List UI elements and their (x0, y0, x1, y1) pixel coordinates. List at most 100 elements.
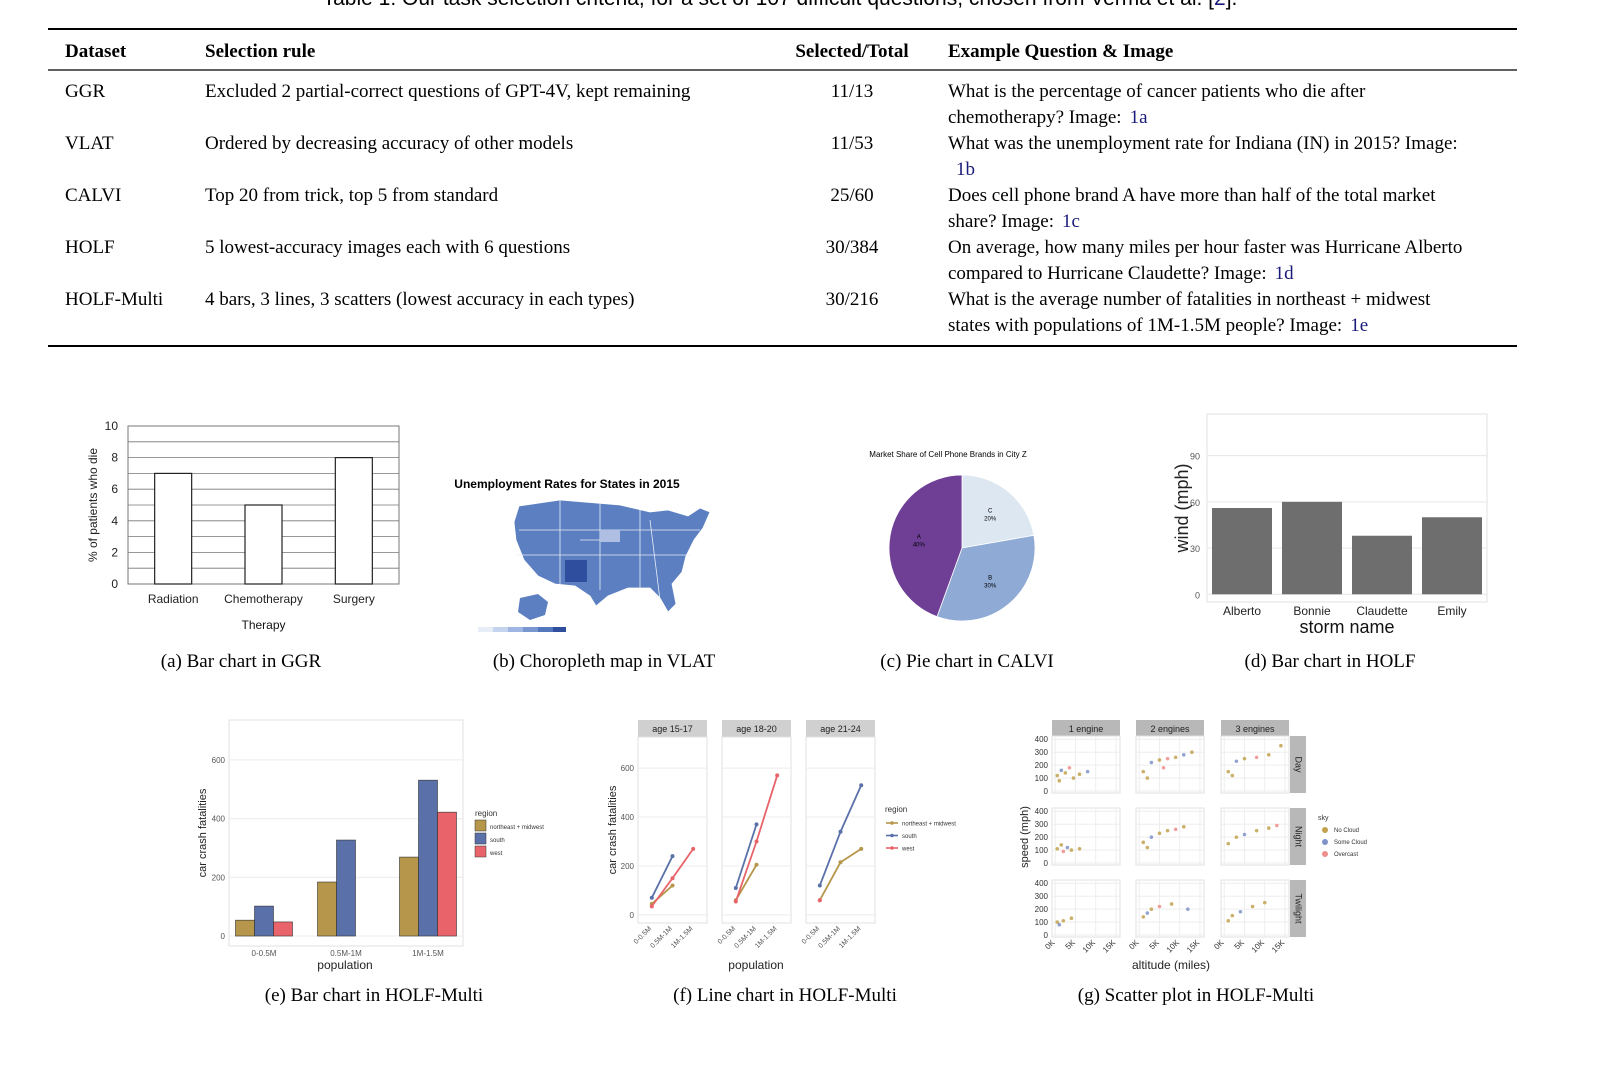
y-tick-label: 8 (111, 451, 118, 465)
x-axis-label: population (317, 958, 372, 972)
scatter-point (1230, 913, 1235, 918)
plot-panel (1051, 807, 1121, 866)
facet-strip (1290, 808, 1306, 865)
y-tick-label: 400 (212, 815, 226, 824)
legend-swatch (474, 845, 487, 858)
x-tick-label: 15K (1185, 938, 1202, 955)
y-axis-label: wind (mph) (1172, 463, 1192, 553)
y-tick-label: 100 (1035, 774, 1049, 783)
scatter-point (1254, 755, 1259, 760)
question-line: What is the average number of fatalities… (948, 289, 1431, 310)
legend-label: Some Cloud (1334, 840, 1367, 846)
legend-dot (890, 846, 894, 850)
x-axis-label: population (728, 958, 783, 972)
x-tick-label: Alberto (1223, 604, 1261, 618)
x-axis-label: altitude (miles) (1132, 958, 1210, 972)
question-line: Does cell phone brand A have more than h… (948, 185, 1436, 206)
y-tick-label: 200 (1035, 761, 1049, 770)
map-title: Unemployment Rates for States in 2015 (454, 477, 680, 491)
image-ref[interactable]: 1b (956, 159, 975, 180)
legend-swatch (474, 819, 487, 832)
x-tick-label: 0K (1127, 938, 1141, 952)
y-tick-label: 90 (1190, 452, 1200, 462)
figure-caption: (e) Bar chart in HOLF-Multi (265, 985, 483, 1006)
question-line-text: share? Image: (948, 211, 1054, 232)
y-tick-label: 600 (212, 756, 226, 765)
x-tick-label: 15K (1270, 938, 1287, 955)
scatter-point (1190, 750, 1194, 754)
map-legend (478, 627, 566, 632)
caption-end: ]. (1226, 0, 1238, 10)
scatter-point (1055, 920, 1060, 924)
scatter-point (1250, 904, 1255, 909)
image-ref[interactable]: 1d (1275, 263, 1295, 284)
plot-panel (1220, 879, 1290, 938)
facet-strip (1136, 720, 1204, 736)
x-tick-label: 0-0.5M (252, 949, 277, 958)
scatter-point (1238, 909, 1243, 914)
line-point (838, 829, 843, 834)
x-tick-label: Bonnie (1293, 604, 1331, 618)
line-point (817, 883, 822, 888)
y-axis-label: % of patients who die (86, 448, 100, 562)
scatter-point (1145, 776, 1150, 780)
x-tick-label: Surgery (333, 592, 375, 606)
scatter-point (1071, 776, 1076, 780)
state-light (600, 530, 620, 542)
slice-label: C (988, 508, 993, 514)
us-map (478, 499, 711, 632)
plot-panel (1135, 879, 1205, 938)
facet-label: Twilight (1294, 893, 1304, 924)
bar (418, 779, 438, 937)
slice-value-label: 30% (984, 584, 997, 590)
y-tick-label: 300 (1035, 748, 1049, 757)
question-line-text: chemotherapy? Image: (948, 107, 1122, 128)
plot-panel (1051, 879, 1121, 938)
scatter-point (1242, 832, 1247, 837)
selected-cell: 30/384 (826, 237, 879, 258)
x-tick-label: 15K (1101, 938, 1118, 955)
scatter-point (1279, 743, 1283, 748)
scatter-point (1266, 752, 1271, 757)
scatter-point (1077, 772, 1082, 777)
legend-title: region (885, 805, 907, 814)
x-tick-label: 0K (1212, 938, 1226, 952)
y-tick-label: 600 (621, 764, 635, 773)
y-tick-label: 300 (1035, 820, 1049, 829)
y-tick-label: 2 (111, 545, 118, 559)
bar-chart: 0 2 4 6 8 10 Radiation Chemotherapy Surgery Thera… (86, 419, 400, 632)
bar (154, 472, 193, 585)
y-tick-label: 10 (105, 419, 119, 433)
scatter-point (1055, 847, 1060, 851)
scatter-point (1065, 845, 1070, 850)
figure-caption: (g) Scatter plot in HOLF-Multi (1078, 985, 1314, 1006)
figure-caption: (d) Bar chart in HOLF (1245, 651, 1416, 672)
caption-ref[interactable]: 2 (1214, 0, 1226, 10)
question-line: chemotherapy? Image: 1a (948, 107, 1148, 128)
x-tick-label: 0-0.5M (633, 925, 653, 945)
scatter-point (1165, 756, 1170, 761)
scatter-point (1059, 843, 1064, 847)
y-tick-label: 6 (111, 482, 118, 496)
rule-cell: Excluded 2 partial-correct questions of … (205, 81, 691, 102)
image-ref[interactable]: 1e (1350, 315, 1368, 336)
facet-label: 1 engine (1069, 724, 1104, 734)
plot-panel (1135, 807, 1205, 866)
facet-strip (638, 720, 707, 737)
question-line: 1b (956, 159, 975, 180)
question-line: share? Image: 1c (948, 211, 1080, 232)
legend-label: south (490, 838, 505, 844)
legend-dot (890, 833, 894, 838)
scatter-point (1067, 765, 1072, 770)
image-ref[interactable]: 1a (1130, 107, 1149, 128)
y-tick-label: 200 (1035, 833, 1049, 842)
y-tick-label: 0 (111, 577, 118, 591)
legend-label: Overcast (1334, 852, 1358, 858)
y-axis-label: speed (mph) (1019, 806, 1031, 868)
image-ref[interactable]: 1c (1062, 211, 1080, 232)
y-tick-label: 4 (111, 514, 118, 528)
legend-dot (890, 821, 894, 825)
scatter-point (1275, 823, 1279, 828)
legend-dot (1322, 851, 1328, 857)
